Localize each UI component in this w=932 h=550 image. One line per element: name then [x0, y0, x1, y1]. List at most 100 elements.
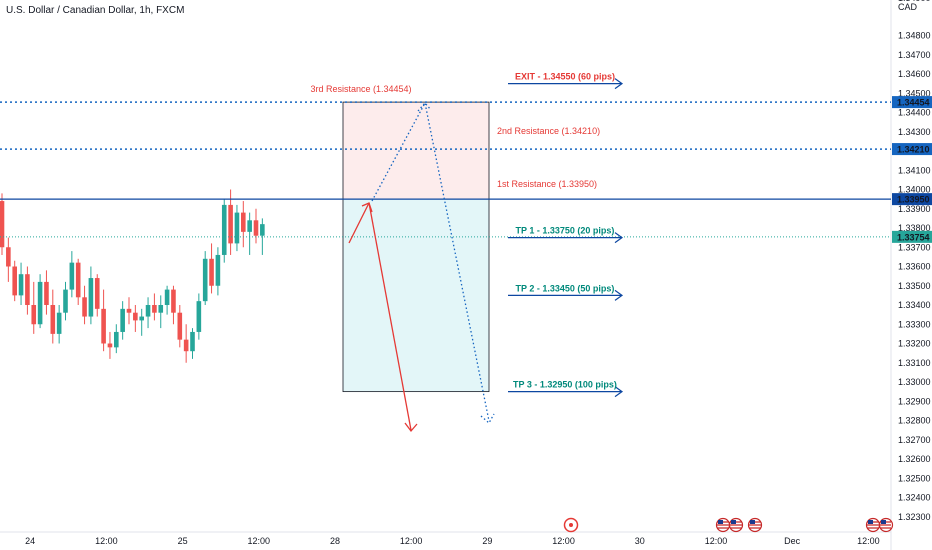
candle-bear: [171, 289, 176, 313]
candle-bear: [253, 220, 259, 236]
candle-bull: [69, 262, 75, 290]
candle-bear: [241, 212, 246, 232]
time-tick: 12:00: [400, 536, 423, 546]
price-tick: 1.32300: [898, 512, 931, 522]
exit-arrow-head: [614, 78, 624, 90]
price-tick: 1.33600: [898, 262, 931, 272]
candle-bear: [12, 266, 17, 296]
candle-bull: [221, 204, 227, 255]
time-tick: Dec: [784, 536, 801, 546]
candle-bear: [94, 278, 100, 309]
candle-bear: [75, 262, 81, 298]
resistance-1-label: 1st Resistance (1.33950): [497, 179, 597, 189]
chart-title: U.S. Dollar / Canadian Dollar, 1h, FXCM: [6, 5, 185, 16]
candle-bear: [101, 308, 106, 344]
candle-bear: [133, 312, 138, 321]
candle-bull: [234, 212, 240, 244]
us-flag-icon[interactable]: [715, 517, 731, 533]
time-tick: 28: [330, 536, 340, 546]
time-tick: 12:00: [857, 536, 880, 546]
price-tick: 1.34700: [898, 50, 931, 60]
alt-projection-peak-head: [417, 102, 432, 112]
time-tick: 24: [25, 536, 35, 546]
price-tick: 1.34800: [898, 31, 931, 41]
price-tick: 1.33500: [898, 281, 931, 291]
candle-bull: [260, 224, 265, 236]
time-tick: 30: [635, 536, 645, 546]
price-tick: 1.32400: [898, 493, 931, 503]
candle-bear: [228, 204, 233, 244]
time-axis: 24 12:00 25 12:00 28 12:00 29 12:00 30 12:00 Dec 12…: [25, 536, 879, 546]
price-tick: 1.33400: [898, 300, 931, 310]
price-tick: 1.32600: [898, 454, 931, 464]
resistance-1-tag: [892, 193, 932, 206]
candle-bull: [37, 281, 43, 325]
resistance-3-label: 3rd Resistance (1.34454): [310, 84, 411, 94]
tp3-label: TP 3 - 1.32950 (100 pips): [513, 380, 617, 390]
candle-bull: [215, 254, 221, 286]
exit-label: EXIT - 1.34550 (60 pips): [515, 72, 615, 82]
candle-bear: [0, 201, 5, 248]
economic-event-icon[interactable]: [563, 517, 579, 533]
us-flag-icon[interactable]: [747, 517, 763, 533]
alt-projection-end-head: [480, 413, 495, 425]
candle-bear: [25, 274, 30, 305]
candle-bear: [6, 247, 11, 267]
price-tick: 1.34900: [898, 0, 931, 3]
price-tick: 1.33900: [898, 204, 931, 214]
candle-bull: [145, 305, 151, 317]
candle-bull: [88, 278, 94, 317]
price-tick: 1.34300: [898, 127, 931, 137]
candle-bull: [164, 289, 170, 305]
candle-bull: [56, 312, 62, 334]
price-tick: 1.32900: [898, 396, 931, 406]
resistance-3-tag-text: 1.34454: [897, 98, 930, 108]
price-tick: 1.33200: [898, 339, 931, 349]
tp3-arrow-head: [614, 386, 624, 398]
candle-bear: [126, 308, 132, 313]
price-tick: 1.32700: [898, 435, 931, 445]
annotations-layer: 3rd Resistance (1.34454) 2nd Resistance (…: [310, 72, 624, 433]
us-flag-icon[interactable]: [728, 517, 744, 533]
price-axis: 1.32300 1.32400 1.32500 1.32600 1.32700 1.328…: [892, 0, 932, 522]
time-tick: 12:00: [552, 536, 575, 546]
tp2-label: TP 2 - 1.33450 (50 pips): [516, 283, 615, 293]
projection-down-arrowhead: [404, 422, 418, 433]
candle-bear: [44, 281, 49, 305]
price-tick: 1.33100: [898, 358, 931, 368]
projection-up-line: [348, 202, 370, 244]
candle-bull: [63, 289, 68, 313]
candle-bull: [18, 274, 24, 296]
current-price-tag-text: 1.33754: [897, 232, 930, 242]
resistance-3-tag: [892, 96, 932, 109]
time-tick: 12:00: [95, 536, 118, 546]
candle-bull: [114, 331, 119, 348]
candle-bull: [120, 308, 125, 332]
candle-bear: [82, 297, 87, 317]
trade-zone-layer: [342, 101, 490, 393]
candle-bull: [202, 258, 208, 302]
candle-bull: [247, 220, 252, 232]
currency-label: CAD: [898, 2, 918, 12]
price-tick: 1.33800: [898, 223, 931, 233]
price-tick: 1.34000: [898, 185, 931, 195]
time-tick: 29: [482, 536, 492, 546]
resistance-2-label: 2nd Resistance (1.34210): [497, 126, 600, 136]
us-flag-icon[interactable]: [878, 517, 894, 533]
price-tick: 1.34400: [898, 108, 931, 118]
resistance-1-tag-text: 1.33950: [897, 195, 930, 205]
price-tick: 1.34600: [898, 69, 931, 79]
price-tick: 1.33300: [898, 319, 931, 329]
candle-bear: [183, 339, 189, 352]
levels-layer: [0, 101, 891, 238]
time-tick: 25: [178, 536, 188, 546]
candle-bull: [158, 305, 164, 313]
us-flag-icon[interactable]: [865, 517, 881, 533]
candle-bear: [209, 258, 214, 286]
price-tick: 1.34100: [898, 165, 931, 175]
time-tick: 12:00: [705, 536, 728, 546]
candles-layer: [0, 189, 265, 363]
target-zone: [343, 199, 489, 392]
tp1-arrow-head: [614, 232, 624, 244]
